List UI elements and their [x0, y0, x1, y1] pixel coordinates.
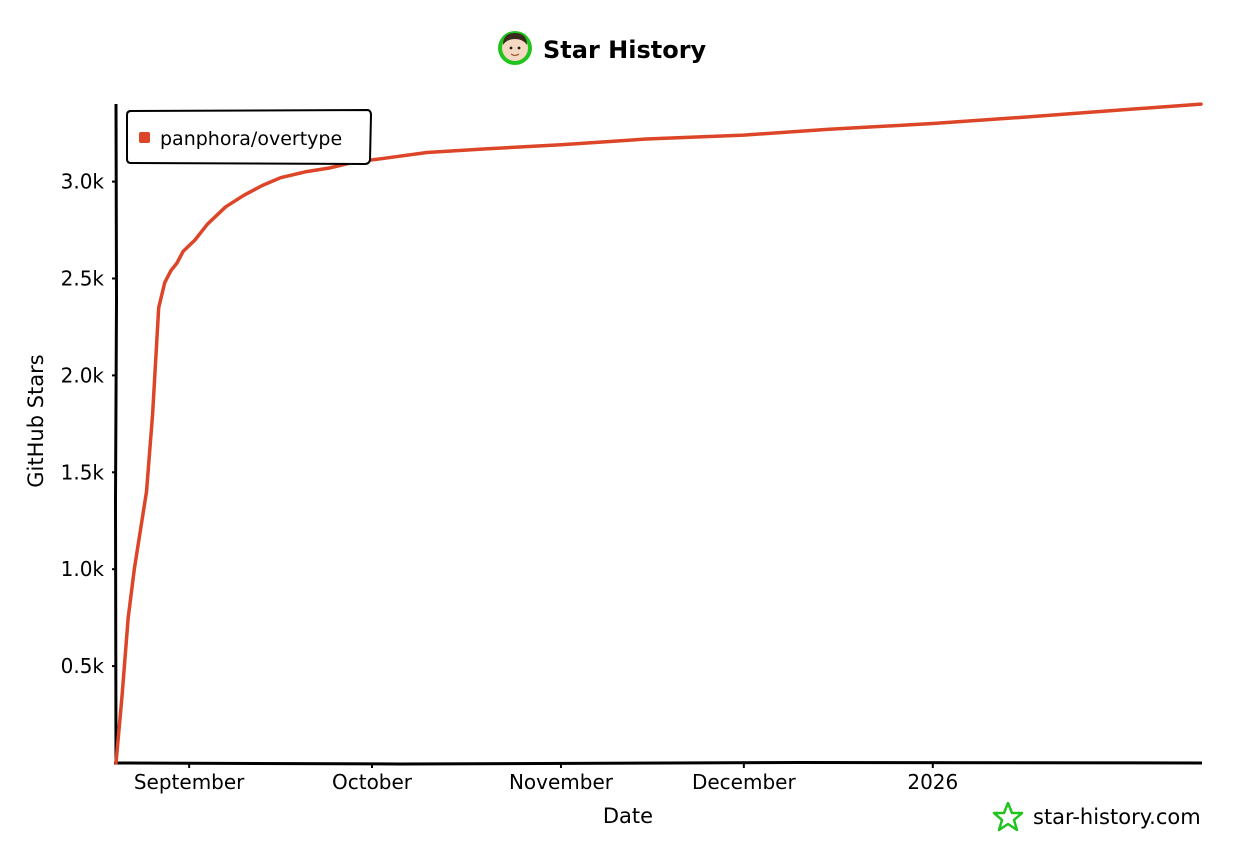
y-tick-label: 2.0k: [61, 363, 105, 387]
legend-swatch: [139, 132, 150, 143]
y-tick-label: 0.5k: [61, 654, 105, 678]
y-tick-label: 3.0k: [61, 170, 105, 194]
x-tick-label: 2026: [907, 770, 958, 794]
y-axis-ticks: 0.5k 1.0k 1.5k 2.0k 2.5k 3.0k: [61, 170, 116, 678]
x-axis-ticks: September October November December 2026: [134, 763, 958, 794]
y-tick-label: 1.0k: [61, 557, 105, 581]
x-axis-line: [113, 760, 1203, 766]
chart-title: Star History: [543, 36, 707, 64]
x-tick-label: December: [692, 770, 796, 794]
y-tick-label: 2.5k: [61, 267, 105, 291]
x-tick-label: November: [509, 770, 614, 794]
watermark-text: star-history.com: [1033, 805, 1201, 829]
legend: panphora/overtype: [126, 108, 373, 166]
chart-title-group: Star History: [498, 31, 707, 65]
x-tick-label: September: [134, 770, 245, 794]
y-axis-line: [113, 103, 119, 765]
y-tick-label: 1.5k: [61, 460, 105, 484]
y-axis-label: GitHub Stars: [24, 354, 48, 487]
legend-box: [126, 108, 373, 166]
star-outline-icon: [992, 801, 1024, 832]
series-line-panphora-overtype: [114, 102, 1203, 765]
watermark[interactable]: star-history.com: [992, 801, 1201, 832]
x-axis-label: Date: [603, 804, 653, 828]
avatar: [498, 31, 532, 65]
x-tick-label: October: [332, 770, 413, 794]
legend-label: panphora/overtype: [160, 128, 342, 150]
